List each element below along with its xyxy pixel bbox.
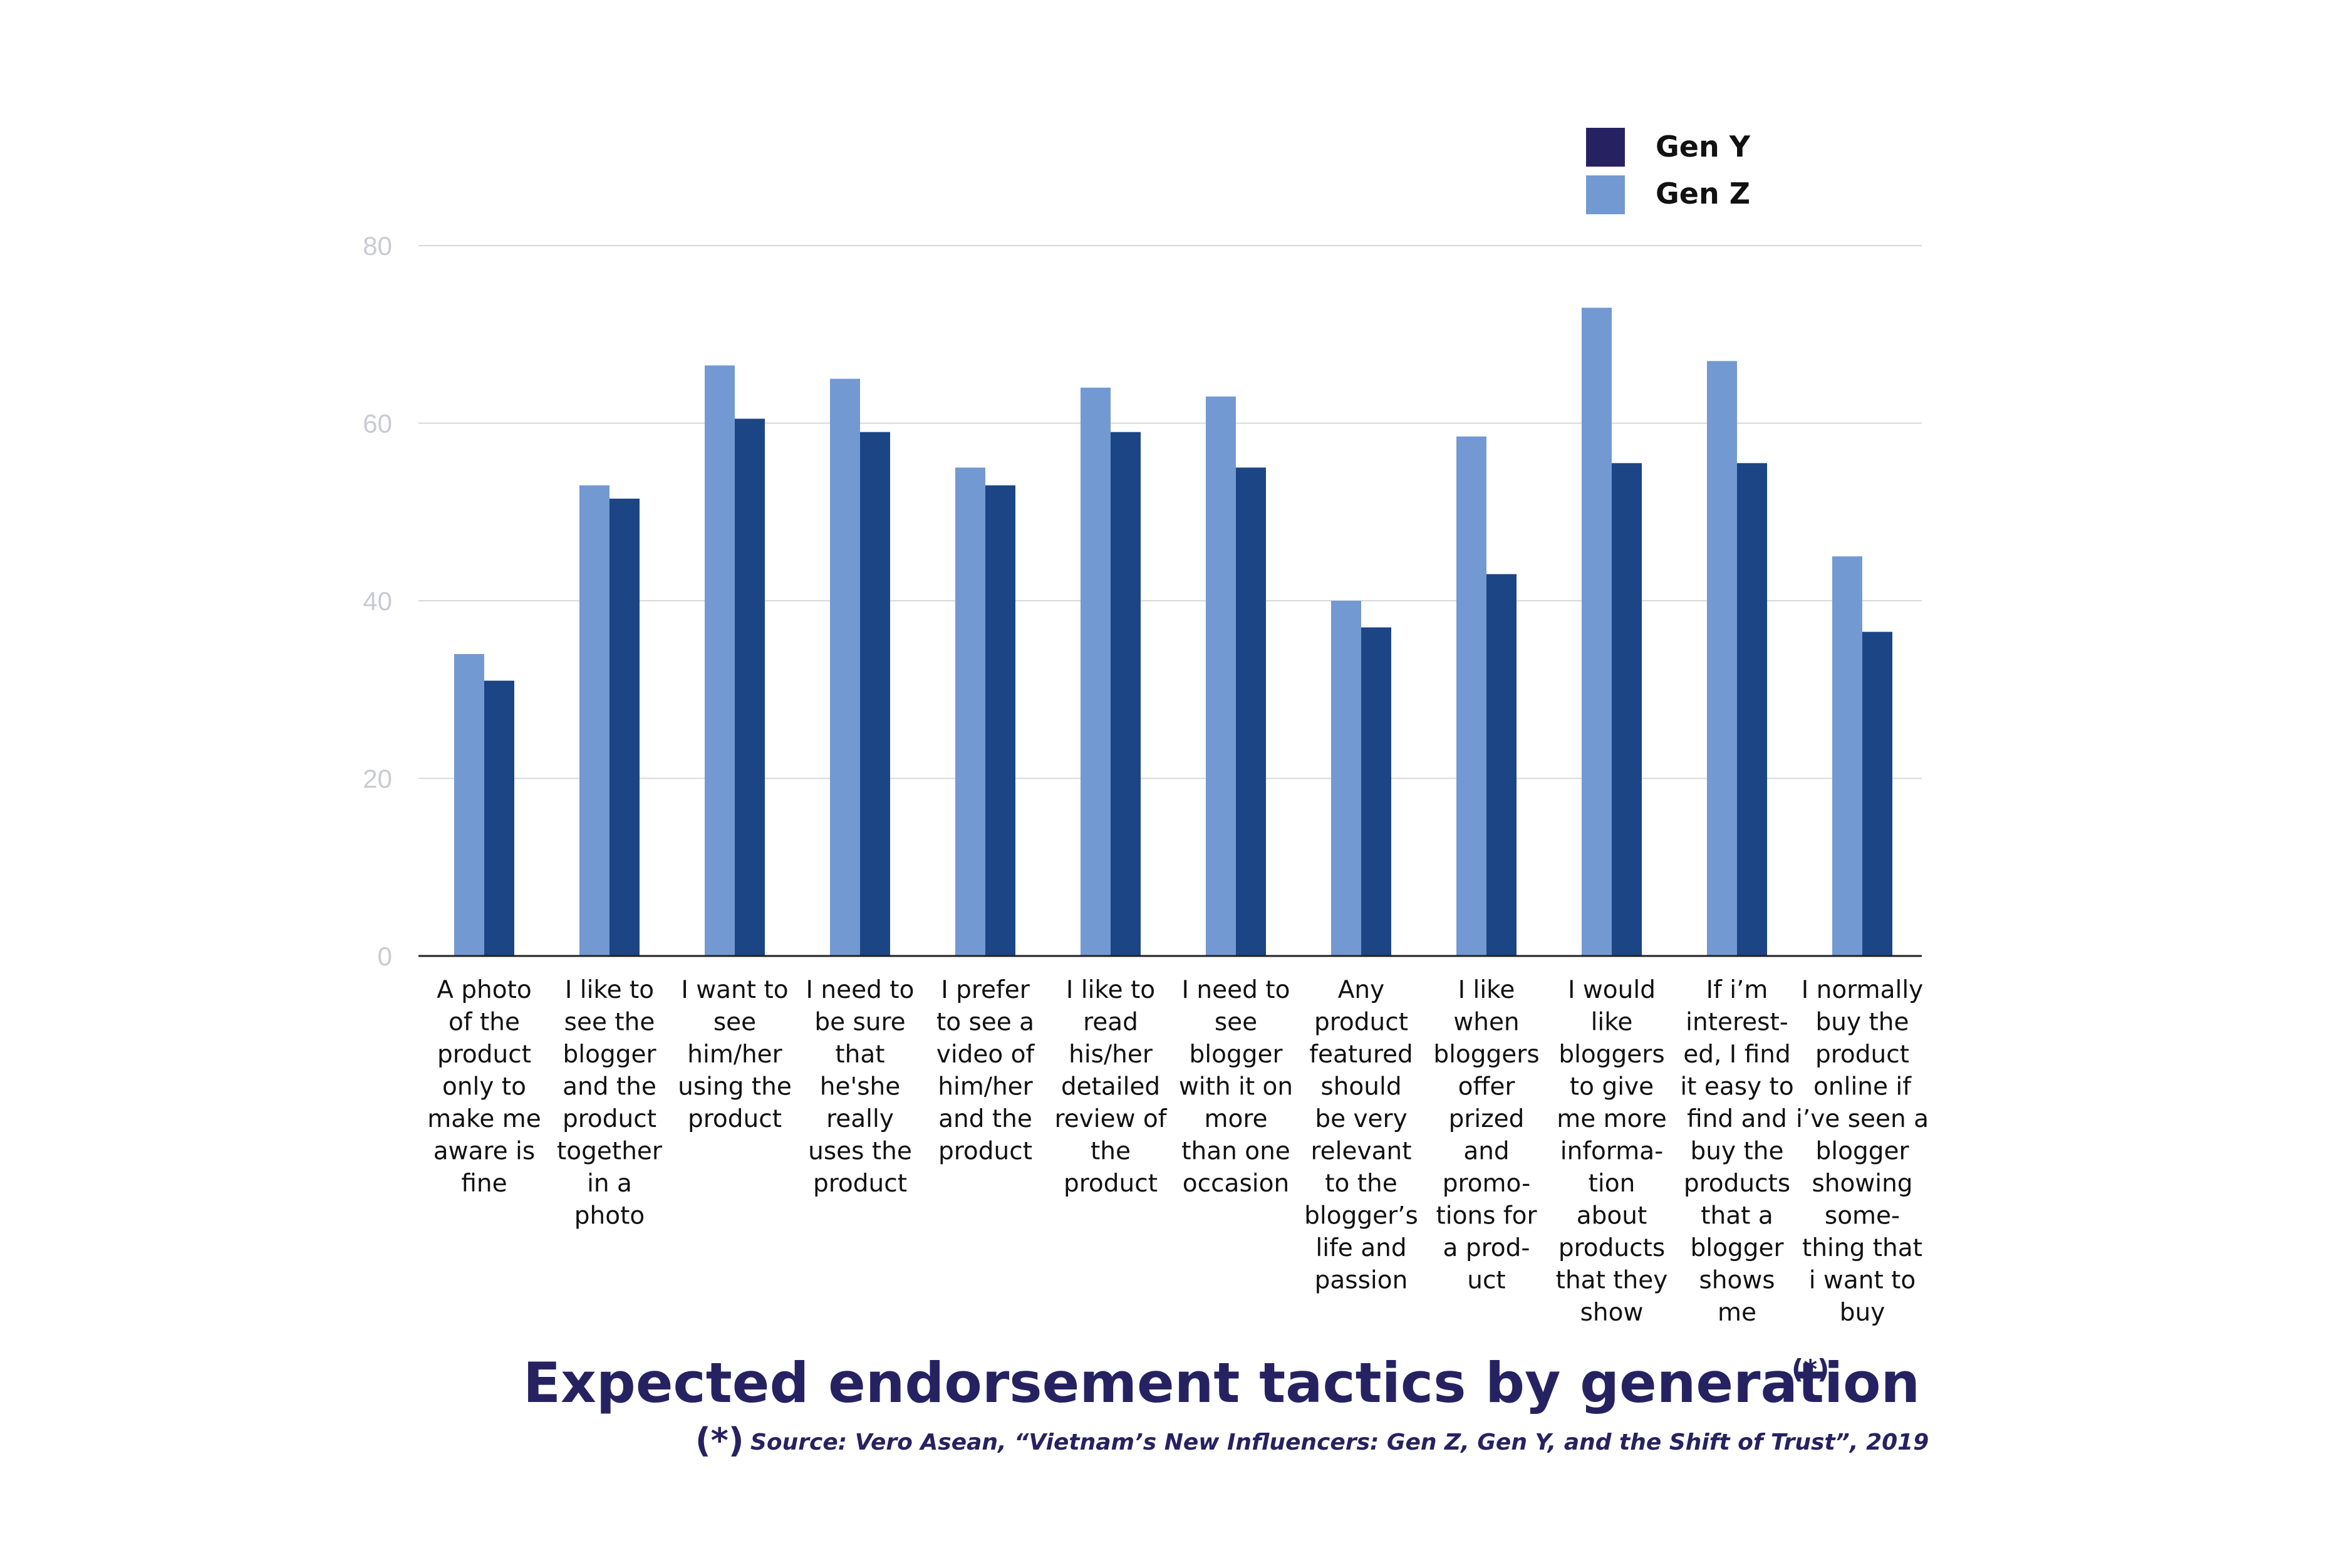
bar-gen-y-6	[1111, 432, 1141, 956]
bar-gen-z-7	[1206, 396, 1236, 956]
category-label-2: I like to see the blogger and the product tog…	[557, 976, 663, 1230]
bar-gen-z-12	[1832, 556, 1862, 956]
bar-gen-z-2	[579, 485, 609, 956]
bar-gen-y-9	[1486, 574, 1517, 956]
bar-gen-z-9	[1456, 436, 1486, 956]
bar-gen-y-11	[1737, 463, 1767, 956]
y-tick-label: 80	[363, 231, 392, 261]
bar-gen-y-4	[860, 432, 890, 956]
bar-gen-y-8	[1361, 627, 1391, 956]
category-label-3: I want to see him/her using the product	[678, 976, 792, 1133]
y-axis-ticks: 0 20 40 60 80	[363, 231, 392, 971]
bar-gen-z-10	[1582, 308, 1612, 957]
bar-gen-z-1	[454, 654, 484, 956]
category-label-10: I would like bloggers to give me more informa…	[1556, 976, 1668, 1327]
bar-gen-z-8	[1331, 601, 1361, 956]
category-label-9: I like when bloggers offer prized and promo-ti…	[1433, 976, 1539, 1295]
chart-title: Expected endorsement tactics by generati…	[523, 1351, 1920, 1415]
bar-gen-z-5	[955, 467, 985, 956]
legend-swatch-gen-y	[1586, 128, 1625, 167]
y-tick-label: 60	[363, 409, 392, 439]
y-tick-label: 20	[363, 764, 392, 794]
category-label-7: I need to see blogger with it on more than on…	[1179, 976, 1293, 1198]
source-mark: (*)	[695, 1421, 744, 1460]
bar-gen-y-1	[484, 680, 514, 956]
category-labels: A photo of the product only to make me aware …	[427, 976, 1929, 1327]
bar-gen-y-7	[1236, 467, 1266, 956]
y-tick-label: 40	[363, 586, 392, 616]
chart-title-note: (*)	[1792, 1354, 1829, 1384]
category-label-5: I prefer to see a video of him/her and the pr…	[936, 976, 1035, 1166]
legend: Gen Y Gen Z	[1586, 128, 1751, 214]
bar-gen-y-12	[1862, 631, 1892, 956]
bar-gen-z-6	[1081, 387, 1111, 956]
bar-gen-z-4	[830, 378, 860, 956]
y-tick-label: 0	[378, 942, 392, 971]
bar-gen-y-3	[735, 418, 765, 956]
bar-gen-y-10	[1612, 463, 1642, 956]
bar-gen-y-2	[609, 498, 640, 956]
bars	[454, 308, 1892, 957]
bar-gen-y-5	[985, 485, 1015, 956]
bar-gen-z-11	[1707, 361, 1737, 956]
category-label-11: If i’m interest-ed, I find it easy to find …	[1680, 976, 1793, 1327]
legend-swatch-gen-z	[1586, 175, 1625, 214]
category-label-8: Any product featured should be very relevant t…	[1304, 976, 1418, 1295]
legend-label-gen-z: Gen Z	[1656, 177, 1750, 210]
category-label-12: I normally buy the product online if i’ve se…	[1796, 976, 1929, 1327]
category-label-4: I need to be sure that he'she really uses the…	[806, 976, 915, 1198]
source-note: Source: Vero Asean, “Vietnam’s New Influ…	[750, 1430, 1929, 1455]
bar-gen-z-3	[705, 365, 735, 956]
category-label-6: I like to read his/her detailed review of the…	[1055, 976, 1168, 1198]
chart-title-text: Expected endorsement tactics by generati…	[523, 1351, 1920, 1415]
category-label-1: A photo of the product only to make me aware …	[427, 976, 541, 1198]
gridlines	[418, 245, 1922, 779]
legend-label-gen-y: Gen Y	[1656, 130, 1751, 164]
